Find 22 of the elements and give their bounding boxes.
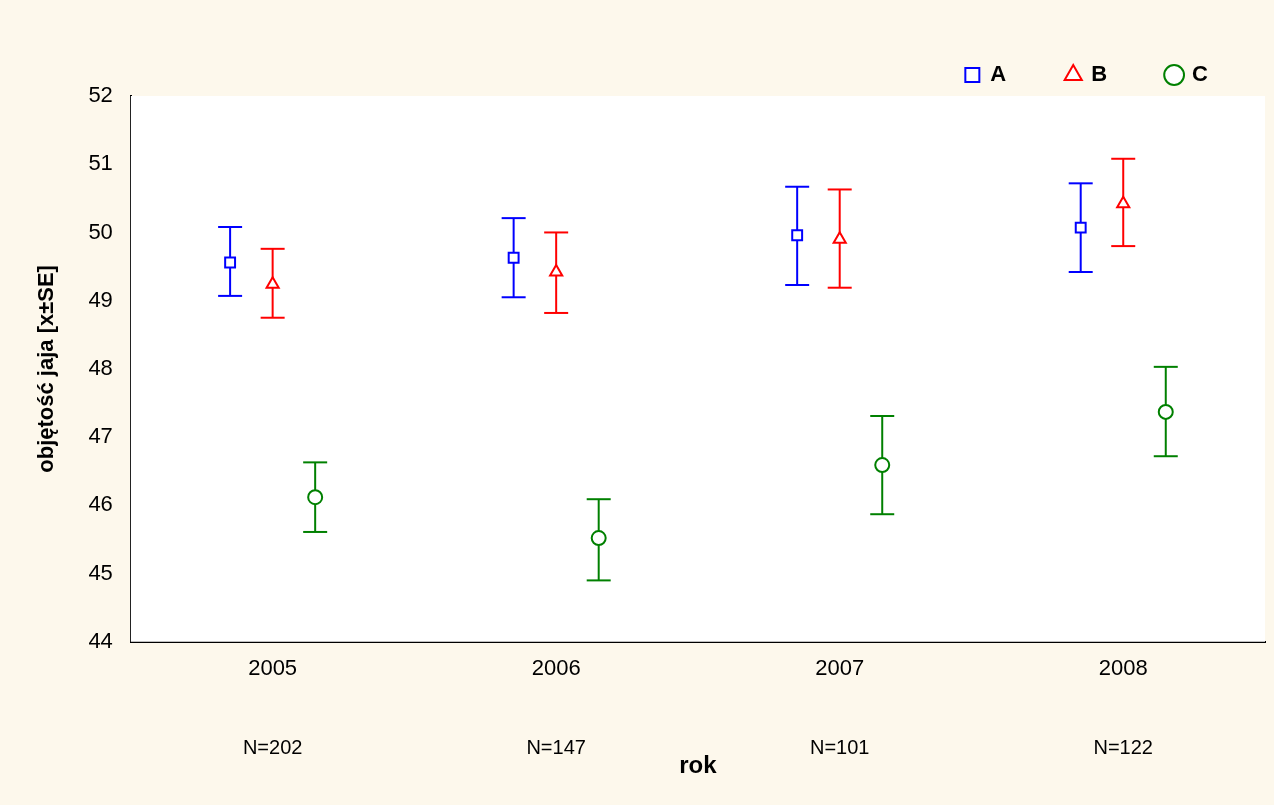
y-axis-title: objętość jaja [x±SE]: [33, 265, 59, 473]
x-tick-label: 2008: [1098, 655, 1148, 681]
y-tick-label: 51: [88, 150, 113, 176]
y-tick-label: 50: [88, 218, 113, 244]
y-tick-label: 44: [88, 627, 113, 653]
text: N=147: [526, 735, 586, 758]
legend-label: C: [1192, 61, 1209, 87]
y-tick-label: 46: [88, 491, 113, 517]
text: N=122: [1093, 735, 1153, 758]
x-tick-label: 2006: [531, 655, 581, 681]
y-tick-label: 45: [88, 559, 113, 585]
x-tick-label: 2007: [815, 655, 865, 681]
legend-label: B: [1091, 61, 1108, 87]
x-tick-label: 2005: [248, 655, 298, 681]
y-tick-label: 52: [88, 82, 113, 108]
y-tick-label: 47: [88, 423, 113, 449]
y-tick-label: 49: [88, 286, 113, 312]
legend-label: A: [990, 61, 1007, 87]
x-axis-title: rok: [679, 751, 718, 779]
text: N=202: [242, 735, 303, 758]
text: N=101: [809, 735, 870, 758]
y-tick-label: 48: [88, 354, 113, 380]
